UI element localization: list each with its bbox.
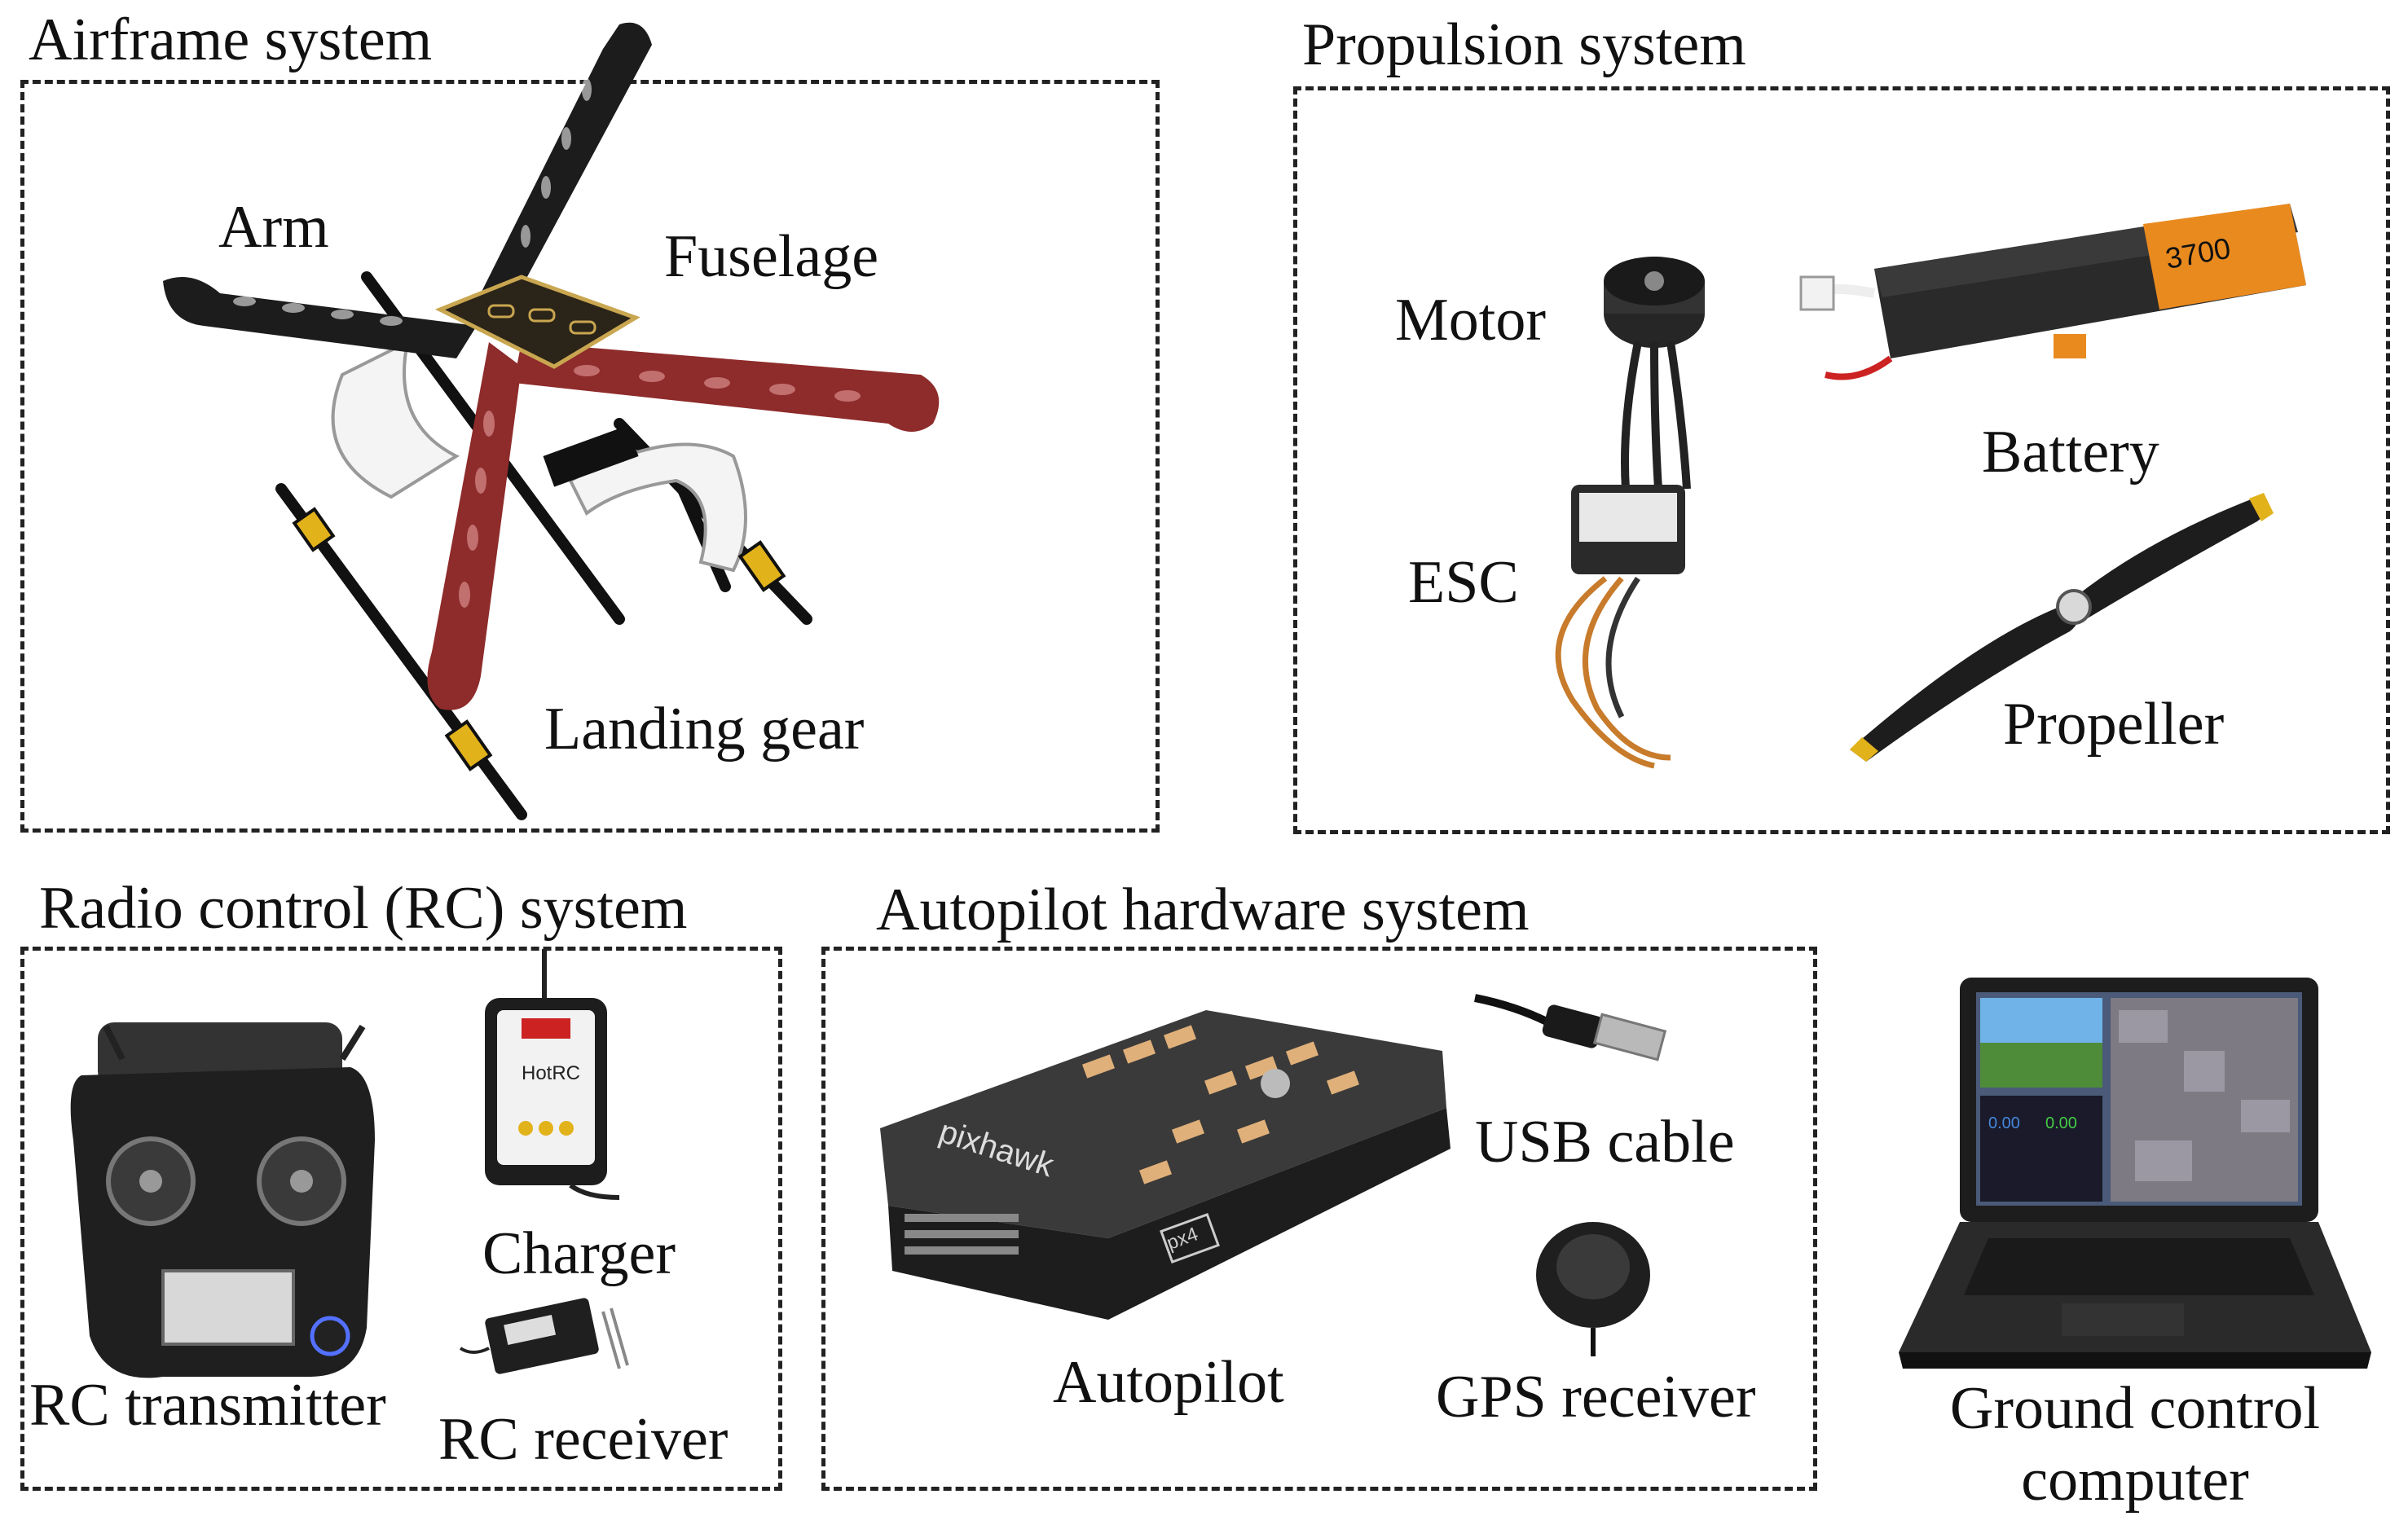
label-rc-receiver: RC receiver bbox=[438, 1406, 729, 1473]
label-gps-receiver: GPS receiver bbox=[1436, 1364, 1756, 1431]
rc-box bbox=[20, 947, 782, 1491]
label-arm: Arm bbox=[218, 194, 329, 261]
airframe-title: Airframe system bbox=[29, 7, 433, 73]
gcs-readout-b: 0.00 bbox=[2045, 1114, 2077, 1132]
label-charger: Charger bbox=[482, 1220, 676, 1287]
propulsion-box bbox=[1293, 86, 2390, 834]
label-autopilot: Autopilot bbox=[1053, 1349, 1284, 1416]
charger-brand-print: HotRC bbox=[522, 1062, 580, 1084]
laptop-illustration: 0.00 0.00 bbox=[1899, 978, 2371, 1369]
label-motor: Motor bbox=[1395, 287, 1546, 354]
rc-receiver-illustration bbox=[459, 1298, 629, 1374]
motor-esc-illustration bbox=[1555, 257, 1705, 769]
propeller-illustration bbox=[1850, 493, 2274, 762]
label-usb-cable: USB cable bbox=[1475, 1109, 1735, 1176]
usb-cable-illustration bbox=[1474, 994, 1667, 1061]
label-landing-gear: Landing gear bbox=[544, 696, 865, 762]
label-battery: Battery bbox=[1982, 419, 2159, 486]
label-fuselage: Fuselage bbox=[664, 223, 879, 290]
label-ground-control-line2: computer bbox=[2021, 1447, 2249, 1514]
autopilot-box bbox=[821, 947, 1817, 1491]
propulsion-title: Propulsion system bbox=[1302, 11, 1746, 78]
gcs-readout-a: 0.00 bbox=[1988, 1114, 2020, 1132]
quadcopter-illustration bbox=[163, 22, 940, 820]
label-esc: ESC bbox=[1408, 549, 1519, 616]
label-propeller: Propeller bbox=[2003, 691, 2225, 758]
charger-illustration: HotRC bbox=[485, 949, 620, 1200]
rc-transmitter-illustration bbox=[70, 1022, 376, 1378]
rc-title: Radio control (RC) system bbox=[39, 875, 688, 942]
battery-illustration: 3700 bbox=[1799, 204, 2306, 380]
label-ground-control-line1: Ground control bbox=[1949, 1375, 2321, 1442]
autopilot-title: Autopilot hardware system bbox=[876, 877, 1530, 943]
gps-receiver-illustration bbox=[1536, 1222, 1650, 1356]
label-rc-transmitter: RC transmitter bbox=[29, 1372, 386, 1439]
pixhawk-illustration: pixhawk px4 bbox=[880, 1010, 1451, 1320]
